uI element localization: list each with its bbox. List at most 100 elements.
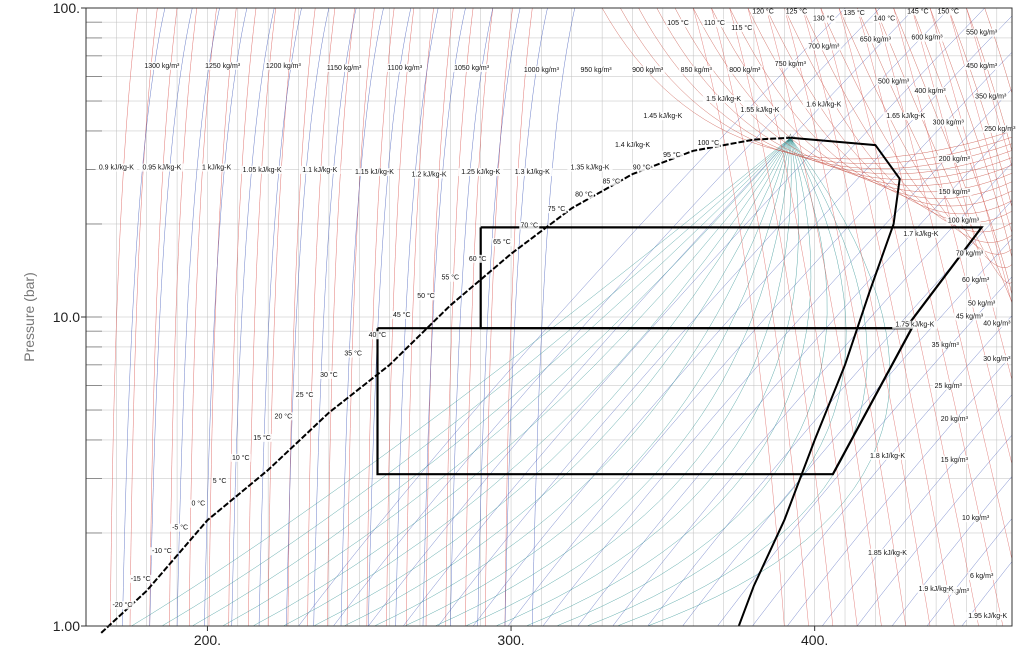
entropy-label-bg <box>900 229 942 238</box>
temperature-label: 45 °C <box>393 311 411 319</box>
isotherm-line <box>966 8 1012 168</box>
isentrope-line <box>286 8 330 626</box>
isotherm-line <box>366 8 395 626</box>
temperature-label: 150 °C <box>938 7 959 15</box>
entropy-label-bg <box>458 168 504 177</box>
isentrope-line <box>395 8 439 626</box>
isentrope-line <box>149 8 193 626</box>
density-label-bg <box>931 118 966 127</box>
isentrope-line <box>717 276 1012 626</box>
critical-point-marker: ☆ <box>785 131 796 145</box>
density-label: 1050 kg/m³ <box>454 65 490 72</box>
temperature-label-bg <box>294 391 315 400</box>
density-label-bg <box>264 61 303 70</box>
entropy-label: 1.9 kJ/kg-K <box>919 586 954 593</box>
isotherm-line <box>504 8 533 626</box>
density-label-bg <box>806 42 841 51</box>
temperature-label: 115 °C <box>731 24 752 32</box>
density-label-bg <box>982 124 1018 133</box>
isotherm-line <box>169 8 198 626</box>
density-label: 35 kg/m³ <box>932 342 960 349</box>
quality-line <box>374 137 791 626</box>
density-label-bg <box>960 275 991 284</box>
temperature-label-bg <box>906 7 930 16</box>
isentrope-line <box>577 125 1012 626</box>
entropy-label-bg <box>640 112 686 121</box>
temperature-label: 110 °C <box>704 19 725 27</box>
entropy-label-bg <box>239 165 285 174</box>
density-label-bg <box>203 61 242 70</box>
temperature-label-bg <box>318 370 339 379</box>
entropy-label-bg <box>864 548 911 557</box>
entropy-label: 1.3 kJ/kg-K <box>515 169 550 176</box>
isentrope-line <box>926 518 1012 626</box>
density-label-bg <box>858 35 893 44</box>
isochor-line <box>692 8 1012 186</box>
density-label-bg <box>937 188 972 197</box>
density-label: 950 kg/m³ <box>580 67 612 74</box>
axes: 200. 300. 400. 1.00 10.0 100. <box>53 0 829 648</box>
entropy-label-bg <box>95 163 138 172</box>
density-label-bg <box>981 319 1013 328</box>
density-label: 45 kg/m³ <box>956 313 984 320</box>
property-lines <box>110 8 1012 626</box>
entropy-label: 1.1 kJ/kg-K <box>302 167 337 174</box>
density-label: 850 kg/m³ <box>681 67 713 74</box>
density-label: 6 kg/m³ <box>970 573 994 580</box>
density-label: 1250 kg/m³ <box>205 63 241 70</box>
temperature-label-bg <box>491 238 512 247</box>
temperature-label-bg <box>702 19 727 28</box>
density-label-bg <box>929 340 961 349</box>
isentrope-line <box>647 200 1012 626</box>
density-label-bg <box>679 66 714 75</box>
entropy-label-bg <box>298 165 341 174</box>
density-label: 40 kg/m³ <box>983 320 1011 327</box>
entropy-label-bg <box>802 100 845 109</box>
temperature-label: 15 °C <box>253 434 271 442</box>
quality-line <box>161 137 791 626</box>
entropy-label: 1.05 kJ/kg-K <box>243 167 282 174</box>
temperature-label: 65 °C <box>493 238 511 246</box>
quality-line <box>465 137 792 626</box>
temperature-label-bg <box>170 523 191 532</box>
isochor-line <box>656 8 1012 175</box>
temperature-label: 75 °C <box>548 205 566 213</box>
isotherm-line <box>948 8 1012 235</box>
density-label-bg <box>973 92 1008 101</box>
isotherm-line <box>747 8 858 626</box>
density-label: 1100 kg/m³ <box>388 65 423 72</box>
density-label-bg <box>932 381 964 390</box>
density-label: 900 kg/m³ <box>632 67 664 74</box>
density-label-bg <box>630 66 665 75</box>
isotherm-line <box>875 8 1012 561</box>
density-label: 250 kg/m³ <box>984 126 1016 133</box>
temperature-label-bg <box>872 14 897 23</box>
density-label: 150 kg/m³ <box>939 189 971 196</box>
isochor-line <box>820 8 1012 243</box>
temperature-label: 70 °C <box>520 221 538 229</box>
entropy-label: 0.9 kJ/kg-K <box>99 165 134 172</box>
temperature-label: 80 °C <box>575 191 593 199</box>
isochor-line <box>838 8 1012 255</box>
temperature-label-bg <box>573 190 594 199</box>
isochor-line <box>802 8 1012 233</box>
isentrope-line <box>612 162 1012 626</box>
entropy-label: 0.95 kJ/kg-K <box>142 165 181 172</box>
grid-lines <box>86 8 1012 626</box>
density-label: 60 kg/m³ <box>962 277 990 284</box>
y-tick-label: 1.00 <box>53 618 80 634</box>
density-label: 200 kg/m³ <box>939 156 971 163</box>
x-tick-label: 300. <box>497 632 524 648</box>
temperature-label: 95 °C <box>663 151 681 159</box>
entropy-label: 1 kJ/kg-K <box>202 165 232 172</box>
isotherm-line <box>386 8 415 626</box>
temperature-label: 135 °C <box>843 9 864 17</box>
density-label-bg <box>960 514 991 523</box>
density-label-bg <box>773 59 808 68</box>
isentrope-line <box>532 8 576 626</box>
density-label: 1150 kg/m³ <box>327 65 362 72</box>
density-label-bg <box>968 572 996 581</box>
density-label: 550 kg/m³ <box>966 30 998 37</box>
density-label-bg <box>142 61 181 70</box>
